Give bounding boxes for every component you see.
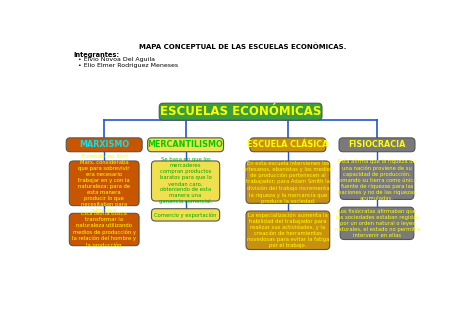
Text: Los fisiócratas afirmaban que
las sociedades estaban regidas
por un orden natura: Los fisiócratas afirmaban que las socied… — [335, 208, 419, 238]
FancyBboxPatch shape — [246, 161, 330, 203]
Text: Integrantes:: Integrantes: — [73, 52, 119, 58]
Text: Comercio y exportación: Comercio y exportación — [155, 212, 217, 218]
FancyBboxPatch shape — [250, 138, 326, 152]
Text: Esta afirma que la riqueza de
una nación proviene de su
capacidad de producción,: Esta afirma que la riqueza de una nación… — [337, 159, 417, 201]
FancyBboxPatch shape — [69, 161, 139, 206]
Text: Fundado por Karl
Marx, consideraba
que para sobrevivir
era necesario
trabajar en: Fundado por Karl Marx, consideraba que p… — [78, 154, 130, 213]
FancyBboxPatch shape — [159, 103, 322, 120]
Text: • Elvio Novoa Del Aguila: • Elvio Novoa Del Aguila — [78, 57, 155, 62]
Text: FISIOCRACIA: FISIOCRACIA — [348, 140, 406, 149]
Text: ESCUELAS ECONÓMICAS: ESCUELAS ECONÓMICAS — [160, 105, 321, 118]
Text: MAPA CONCEPTUAL DE LAS ESCUELAS ECONÓMICAS.: MAPA CONCEPTUAL DE LAS ESCUELAS ECONÓMIC… — [139, 43, 346, 50]
Text: En esta escuela intervienen los
artesanos, ebanistas y los medios
de producción : En esta escuela intervienen los artesano… — [243, 161, 333, 204]
Text: ESCUELA CLÁSICA: ESCUELA CLÁSICA — [247, 140, 328, 149]
FancyBboxPatch shape — [339, 138, 415, 152]
Text: • Elio Elmer Rodriguez Meneses: • Elio Elmer Rodriguez Meneses — [78, 63, 178, 68]
FancyBboxPatch shape — [152, 161, 219, 201]
FancyBboxPatch shape — [147, 138, 224, 152]
FancyBboxPatch shape — [69, 213, 139, 246]
Text: MARXISMO: MARXISMO — [79, 140, 129, 149]
Text: MERCANTILISMO: MERCANTILISMO — [148, 140, 223, 149]
Text: Esta teoria busca
transformar la
naturaleza utilizando
medios de producción y
la: Esta teoria busca transformar la natural… — [72, 211, 136, 248]
FancyBboxPatch shape — [152, 209, 219, 221]
FancyBboxPatch shape — [340, 207, 414, 239]
Text: Se basa en que los
mercaderes
compran productos
baratos para que lo
vendan caro,: Se basa en que los mercaderes compran pr… — [159, 158, 212, 204]
Text: La especialización aumenta la
habilidad del trabajador para
realizar sus activid: La especialización aumenta la habilidad … — [246, 212, 329, 248]
FancyBboxPatch shape — [246, 211, 330, 249]
FancyBboxPatch shape — [340, 161, 414, 199]
FancyBboxPatch shape — [66, 138, 142, 152]
